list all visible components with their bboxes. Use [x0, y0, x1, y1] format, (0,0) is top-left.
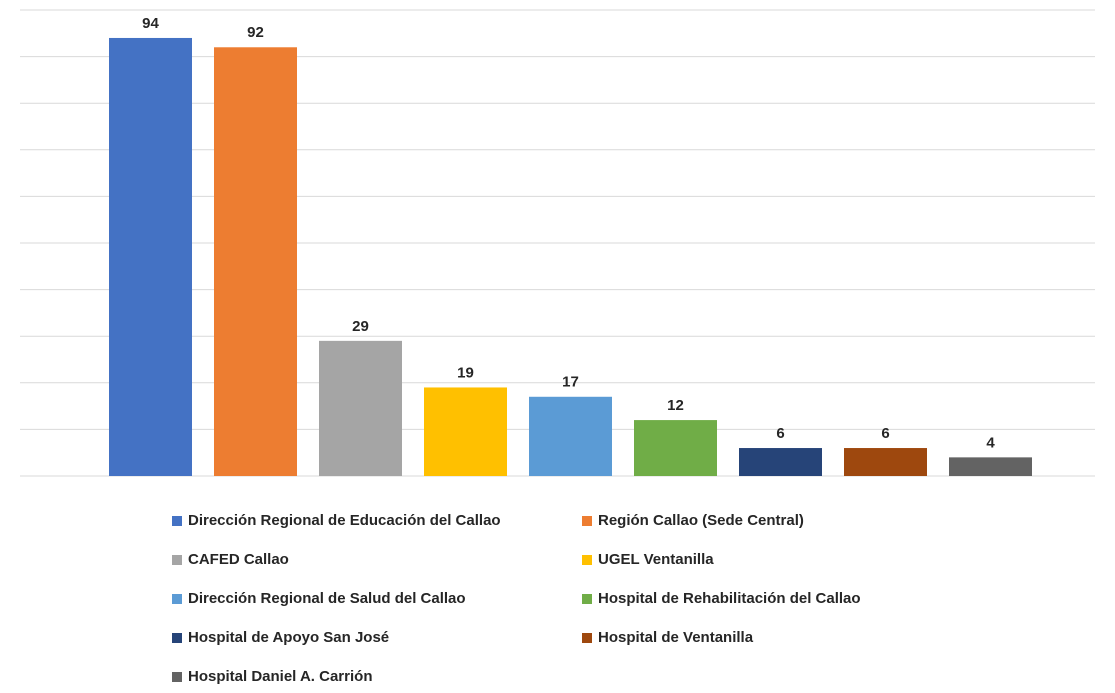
legend-label: Hospital Daniel A. Carrión	[188, 668, 372, 685]
legend-swatch	[172, 594, 182, 604]
data-label: 4	[986, 434, 995, 451]
bar	[319, 340, 402, 476]
legend-swatch	[172, 672, 182, 682]
bar	[424, 387, 507, 476]
legend-swatch	[582, 594, 592, 604]
bar	[949, 457, 1032, 476]
data-label: 6	[881, 425, 889, 442]
bar	[109, 37, 192, 477]
legend-label: Región Callao (Sede Central)	[598, 512, 804, 529]
legend-label: Hospital de Apoyo San José	[188, 629, 389, 646]
legend-swatch	[582, 555, 592, 565]
data-label: 12	[667, 397, 684, 414]
legend-label: UGEL Ventanilla	[598, 551, 714, 568]
legend-swatch	[582, 633, 592, 643]
data-label: 94	[142, 15, 159, 32]
bar	[844, 448, 927, 476]
data-label: 17	[562, 374, 579, 391]
legend-label: Hospital de Ventanilla	[598, 629, 754, 646]
legend-label: Hospital de Rehabilitación del Callao	[598, 590, 861, 607]
data-label: 29	[352, 318, 369, 335]
legend-swatch	[172, 633, 182, 643]
legend-swatch	[172, 516, 182, 526]
bar	[634, 420, 717, 476]
bar	[739, 448, 822, 476]
bar	[529, 396, 612, 476]
data-label: 6	[776, 425, 784, 442]
legend-swatch	[172, 555, 182, 565]
legend-label: CAFED Callao	[188, 551, 289, 568]
legend-swatch	[582, 516, 592, 526]
bar	[214, 47, 297, 476]
data-label: 19	[457, 364, 474, 381]
legend-label: Dirección Regional de Educación del Call…	[188, 512, 501, 529]
legend-label: Dirección Regional de Salud del Callao	[188, 590, 466, 607]
data-label: 92	[247, 24, 264, 41]
